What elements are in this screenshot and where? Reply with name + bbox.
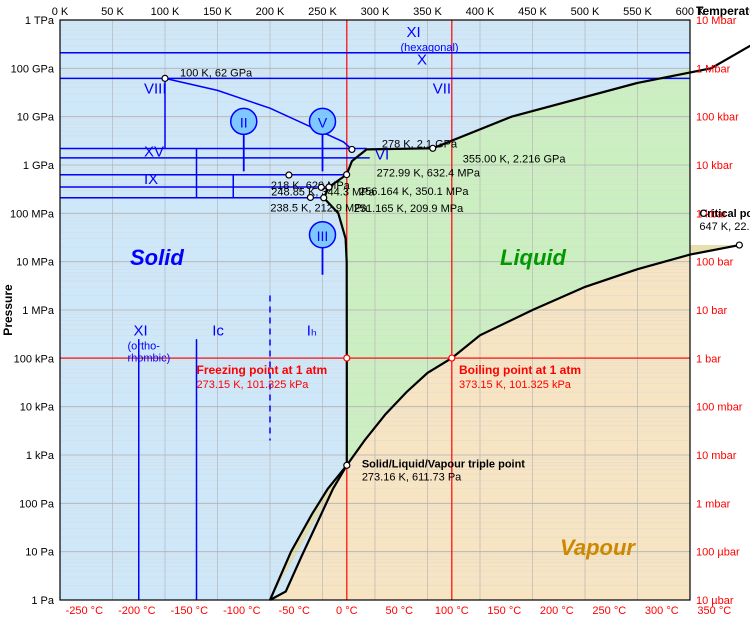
svg-text:250 °C: 250 °C bbox=[592, 605, 626, 617]
svg-text:-250 °C: -250 °C bbox=[66, 605, 103, 617]
svg-text:150 °C: 150 °C bbox=[487, 605, 521, 617]
svg-text:1 kPa: 1 kPa bbox=[26, 450, 55, 462]
svg-text:100 K, 62 GPa: 100 K, 62 GPa bbox=[180, 67, 253, 79]
svg-text:XV: XV bbox=[144, 143, 164, 160]
svg-text:250 K: 250 K bbox=[308, 6, 337, 18]
svg-text:256.164 K, 350.1 MPa: 256.164 K, 350.1 MPa bbox=[359, 186, 469, 198]
svg-text:-150 °C: -150 °C bbox=[171, 605, 208, 617]
svg-text:273.16 K, 611.73 Pa: 273.16 K, 611.73 Pa bbox=[362, 471, 462, 483]
svg-text:10 kPa: 10 kPa bbox=[20, 402, 55, 414]
svg-text:IX: IX bbox=[144, 171, 158, 188]
svg-text:355.00 K, 2.216 GPa: 355.00 K, 2.216 GPa bbox=[463, 153, 567, 165]
svg-text:100 kPa: 100 kPa bbox=[14, 353, 55, 365]
svg-text:1 mbar: 1 mbar bbox=[696, 498, 731, 510]
svg-text:1 Pa: 1 Pa bbox=[31, 595, 55, 607]
svg-text:(hexagonal): (hexagonal) bbox=[401, 42, 459, 54]
svg-text:150 K: 150 K bbox=[203, 6, 232, 18]
svg-text:10 Mbar: 10 Mbar bbox=[696, 15, 737, 27]
svg-text:10 MPa: 10 MPa bbox=[16, 257, 55, 269]
svg-text:XI: XI bbox=[134, 322, 148, 339]
svg-text:100 K: 100 K bbox=[151, 6, 180, 18]
svg-text:Iₕ: Iₕ bbox=[307, 322, 317, 339]
svg-text:Solid/Liquid/Vapour triple poi: Solid/Liquid/Vapour triple point bbox=[362, 458, 525, 470]
svg-text:Boiling point at 1 atm: Boiling point at 1 atm bbox=[459, 363, 581, 377]
svg-text:III: III bbox=[317, 228, 329, 244]
svg-text:10 GPa: 10 GPa bbox=[17, 112, 55, 124]
svg-text:10 Pa: 10 Pa bbox=[25, 547, 55, 559]
svg-text:100 GPa: 100 GPa bbox=[11, 63, 55, 75]
svg-text:(ortho-: (ortho- bbox=[128, 340, 161, 352]
svg-text:350 K: 350 K bbox=[413, 6, 442, 18]
svg-text:273.15 K, 101.325 kPa: 273.15 K, 101.325 kPa bbox=[197, 379, 310, 391]
svg-text:Vapour: Vapour bbox=[560, 535, 636, 560]
svg-text:100 mbar: 100 mbar bbox=[696, 402, 743, 414]
svg-text:100 Pa: 100 Pa bbox=[19, 498, 55, 510]
svg-text:Critical point: Critical point bbox=[699, 208, 750, 220]
svg-text:V: V bbox=[318, 114, 328, 130]
svg-text:50 K: 50 K bbox=[101, 6, 124, 18]
svg-text:200 °C: 200 °C bbox=[540, 605, 574, 617]
svg-text:Solid: Solid bbox=[130, 245, 184, 270]
svg-text:450 K: 450 K bbox=[518, 6, 547, 18]
svg-text:100 °C: 100 °C bbox=[435, 605, 469, 617]
svg-text:10 bar: 10 bar bbox=[696, 305, 728, 317]
svg-text:10 µbar: 10 µbar bbox=[696, 595, 734, 607]
svg-text:-50 °C: -50 °C bbox=[279, 605, 310, 617]
svg-text:300 °C: 300 °C bbox=[645, 605, 679, 617]
svg-text:251.165 K, 209.9 MPa: 251.165 K, 209.9 MPa bbox=[354, 203, 464, 215]
svg-text:50 °C: 50 °C bbox=[385, 605, 413, 617]
svg-text:278 K, 2.1 GPa: 278 K, 2.1 GPa bbox=[382, 138, 458, 150]
svg-text:100 bar: 100 bar bbox=[696, 257, 734, 269]
svg-text:Freezing point at 1 atm: Freezing point at 1 atm bbox=[197, 363, 328, 377]
svg-text:Iᴄ: Iᴄ bbox=[212, 322, 224, 339]
svg-text:10 kbar: 10 kbar bbox=[696, 160, 733, 172]
svg-text:XI: XI bbox=[407, 24, 421, 41]
svg-text:550 K: 550 K bbox=[623, 6, 652, 18]
svg-text:100 µbar: 100 µbar bbox=[696, 547, 740, 559]
svg-text:100 kbar: 100 kbar bbox=[696, 112, 739, 124]
phase-diagram: 0 K 50 K 100 K 150 K 200 K 250 K 300 K 350 K 400… bbox=[0, 0, 750, 625]
svg-text:10 mbar: 10 mbar bbox=[696, 450, 737, 462]
svg-text:272.99 K, 632.4 MPa: 272.99 K, 632.4 MPa bbox=[377, 168, 481, 180]
svg-text:1 MPa: 1 MPa bbox=[22, 305, 55, 317]
svg-text:500 K: 500 K bbox=[571, 6, 600, 18]
svg-text:VII: VII bbox=[433, 81, 451, 98]
svg-text:200 K: 200 K bbox=[256, 6, 285, 18]
svg-text:Pressure: Pressure bbox=[1, 284, 15, 336]
svg-text:II: II bbox=[240, 114, 248, 130]
svg-text:0 °C: 0 °C bbox=[336, 605, 358, 617]
svg-text:X: X bbox=[417, 52, 427, 69]
svg-text:rhombic): rhombic) bbox=[128, 352, 171, 364]
svg-text:373.15 K, 101.325 kPa: 373.15 K, 101.325 kPa bbox=[459, 379, 572, 391]
svg-text:Liquid: Liquid bbox=[500, 245, 567, 270]
svg-text:1 bar: 1 bar bbox=[696, 353, 721, 365]
svg-text:1 Mbar: 1 Mbar bbox=[696, 63, 731, 75]
svg-text:300 K: 300 K bbox=[361, 6, 390, 18]
svg-text:-100 °C: -100 °C bbox=[223, 605, 260, 617]
svg-text:647 K, 22.064 MPa: 647 K, 22.064 MPa bbox=[699, 221, 750, 233]
svg-text:VIII: VIII bbox=[144, 81, 167, 98]
svg-text:400 K: 400 K bbox=[466, 6, 495, 18]
svg-text:100 MPa: 100 MPa bbox=[10, 208, 55, 220]
svg-text:1 GPa: 1 GPa bbox=[23, 160, 55, 172]
svg-text:1 TPa: 1 TPa bbox=[25, 15, 55, 27]
svg-text:-200 °C: -200 °C bbox=[118, 605, 155, 617]
svg-text:0 K: 0 K bbox=[52, 6, 69, 18]
